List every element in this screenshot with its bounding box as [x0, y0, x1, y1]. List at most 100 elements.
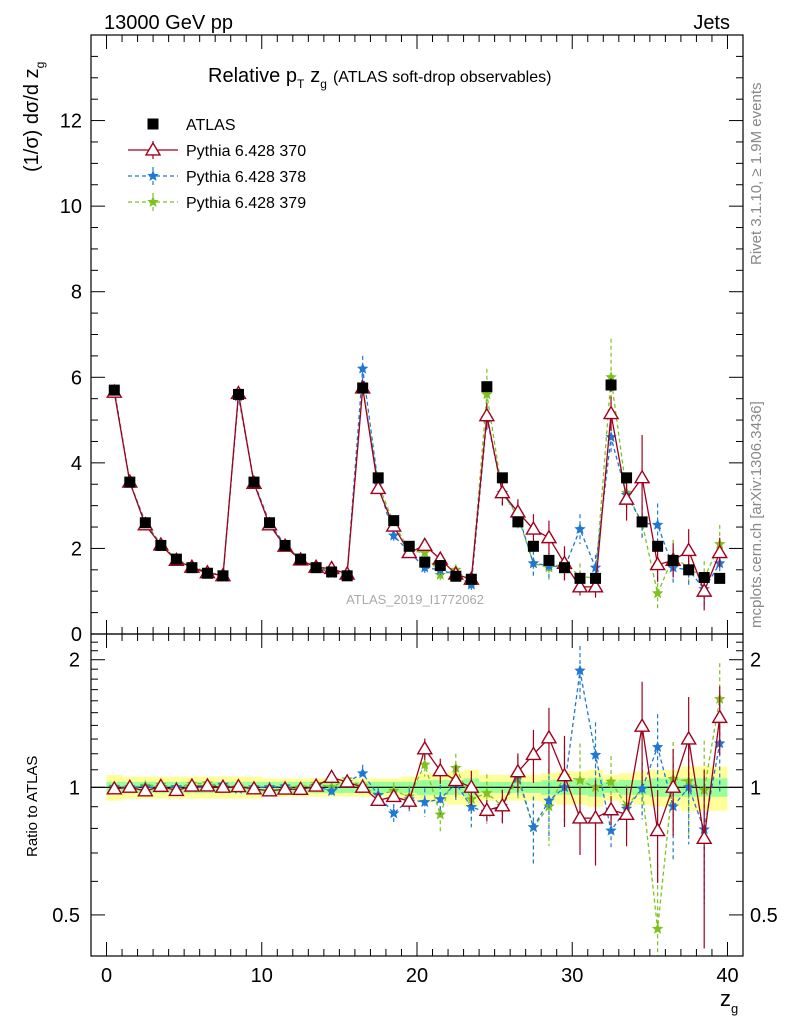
atlas-point	[496, 472, 508, 484]
pythia-6-428-379-ratio-point	[481, 787, 493, 798]
atlas-point	[186, 562, 198, 574]
pythia-6-428-378-ratio-point	[325, 785, 338, 797]
pythia-6-428-370-ratio-point	[695, 830, 713, 845]
pythia-6-428-379-ratio-point	[574, 774, 586, 786]
pythia-6-428-379-point	[605, 371, 617, 383]
ratio-tick-label-right: 2	[750, 650, 761, 672]
pythia-6-428-370-ratio-point	[121, 778, 139, 793]
atlas-point	[155, 539, 167, 551]
pythia-6-428-370-ratio-point	[618, 806, 635, 821]
pythia-6-428-370-ratio-point	[711, 709, 728, 724]
atlas-point	[465, 573, 477, 585]
atlas-point	[450, 570, 462, 582]
pythia-6-428-370-ratio-point	[338, 773, 356, 788]
pythia-6-428-378-ratio-point	[605, 824, 617, 836]
legend-marker-pythia-6-428-379	[147, 196, 159, 207]
pythia-6-428-370-ratio-point	[199, 777, 216, 792]
pythia-6-428-370-point	[540, 529, 558, 544]
pythia-6-428-370-ratio-point	[292, 781, 309, 796]
pythia-6-428-370-ratio-point	[385, 788, 402, 803]
pythia-6-428-370-point	[587, 578, 604, 593]
x-tick-label: 30	[561, 965, 583, 987]
atlas-point	[667, 554, 679, 566]
atlas-point	[403, 540, 415, 552]
pythia-6-428-378-point	[651, 518, 664, 530]
atlas-point	[714, 572, 726, 584]
atlas-point	[652, 540, 664, 552]
x-axis-label-sub: g	[731, 1001, 738, 1016]
pythia-6-428-370-ratio-point	[478, 801, 496, 816]
pythia-6-428-370-ratio-point	[556, 767, 573, 782]
pythia-6-428-370-ratio-line	[114, 717, 721, 839]
pythia-6-428-378-point	[574, 523, 586, 535]
pythia-6-428-370-point	[369, 480, 387, 495]
pythia-6-428-370-ratio-point	[587, 809, 604, 824]
pythia-6-428-379-ratio-point	[651, 922, 664, 934]
pythia-6-428-378-ratio-point	[636, 782, 648, 794]
atlas-point	[698, 572, 710, 584]
title-main: Relative p	[208, 65, 297, 87]
atlas-point	[372, 472, 384, 484]
pythia-6-428-379-point	[481, 388, 493, 400]
y-tick-label: 4	[71, 453, 82, 475]
pythia-6-428-370-ratio-point	[230, 778, 247, 793]
atlas-point	[558, 562, 570, 574]
atlas-point	[481, 381, 493, 393]
pythia-6-428-378-ratio-point	[543, 794, 555, 806]
atlas-point	[388, 515, 400, 527]
title-sub-g: g	[320, 77, 327, 91]
atlas-point	[139, 517, 151, 529]
legend-marker-atlas	[147, 118, 159, 130]
atlas-point	[434, 560, 446, 572]
pythia-6-428-370-ratio-point	[214, 778, 232, 793]
x-tick-label: 0	[101, 965, 112, 987]
legend-marker-pythia-6-428-370	[144, 141, 162, 156]
atlas-point	[683, 564, 695, 576]
pythia-6-428-370-point	[695, 582, 713, 597]
pythia-6-428-370-ratio-point	[416, 740, 433, 755]
pythia-6-428-370-line	[113, 387, 721, 593]
pythia-6-428-370-ratio-point	[245, 780, 263, 795]
pythia-6-428-370-ratio-point	[463, 778, 480, 793]
pythia-6-428-370-point	[618, 490, 635, 505]
x-axis-label-main: z	[720, 986, 731, 1011]
ratio-panel	[91, 646, 743, 956]
pythia-6-428-370-ratio-point	[525, 746, 542, 761]
legend: ATLAS Pythia 6.428 370 Pythia 6.428 378 Pyt…	[128, 117, 306, 212]
pythia-6-428-378-ratio-point	[527, 821, 540, 833]
pythia-6-428-370-ratio-point	[323, 769, 340, 784]
pythia-6-428-370-point	[525, 520, 542, 535]
atlas-point	[248, 476, 260, 488]
pythia-6-428-370-ratio-point	[401, 792, 418, 807]
rivet-version-label: Rivet 3.1.10, ≥ 1.9M events	[748, 83, 765, 266]
pythia-6-428-370-ratio-point	[602, 801, 620, 816]
atlas-point	[170, 553, 182, 565]
y-tick-label: 12	[60, 111, 82, 133]
pythia-6-428-378-ratio-point	[388, 807, 400, 819]
pythia-6-428-370-ratio-point	[354, 778, 371, 793]
pythia-6-428-378-point	[356, 362, 369, 374]
atlas-point	[217, 570, 229, 582]
pythia-6-428-370-point	[680, 542, 697, 557]
x-axis-label: zg	[720, 986, 738, 1016]
y-tick-label: 10	[60, 196, 82, 218]
pythia-6-428-378-point	[589, 561, 602, 573]
title-sub-t: T	[297, 77, 305, 91]
pythia-6-428-379-point	[651, 587, 664, 599]
pythia-6-428-378-ratio-point	[651, 741, 664, 752]
legend-label-pythia-6-428-370: Pythia 6.428 370	[186, 143, 306, 160]
pythia-6-428-379-point	[419, 546, 431, 558]
x-tick-label: 40	[716, 965, 738, 987]
atlas-point	[295, 553, 307, 565]
y-axis-label-main: (1/σ) dσ/d z	[21, 68, 43, 172]
pythia-6-428-370-point	[478, 407, 496, 422]
legend-marker-pythia-6-428-378	[147, 170, 159, 181]
energy-label: 13000 GeV pp	[104, 12, 233, 34]
ratio-tick-label: 2	[69, 650, 80, 672]
y-tick-label: 2	[71, 538, 82, 560]
main-panel	[106, 338, 728, 611]
atlas-point	[232, 388, 244, 400]
atlas-point	[341, 570, 353, 582]
atlas-point	[590, 572, 602, 584]
pythia-6-428-370-ratio-point	[540, 729, 558, 744]
